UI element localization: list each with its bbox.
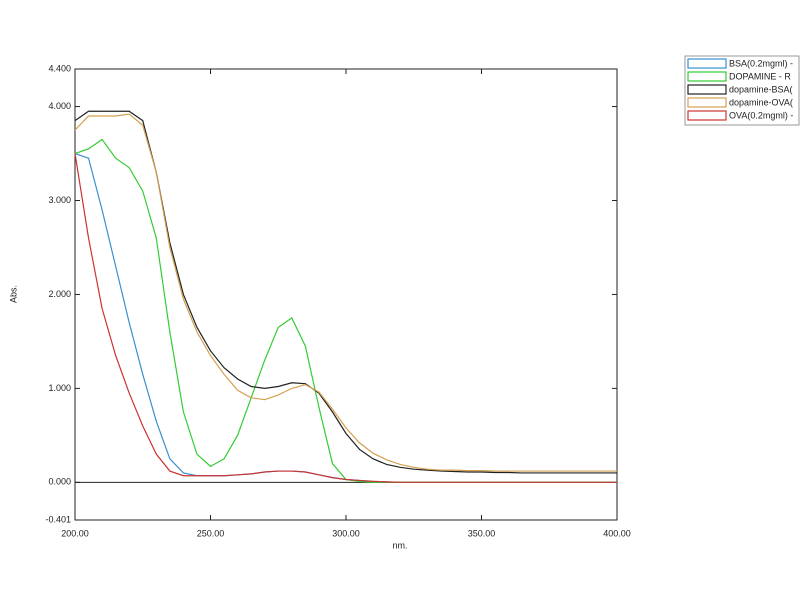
- y-axis-label: Abs.: [8, 285, 18, 303]
- legend-swatch: [687, 97, 727, 108]
- series-line: [74, 110, 617, 474]
- y-tick-label: 3.000: [48, 195, 71, 205]
- x-axis-label: nm.: [392, 540, 407, 550]
- x-tick-label: 250.00: [197, 528, 225, 538]
- legend-label: OVA(0.2mgml) -: [729, 110, 793, 120]
- x-tick-label: 200.00: [61, 528, 89, 538]
- series-line: [74, 153, 617, 483]
- legend: BSA(0.2mgml) - DOPAMINE - R dopamine-BSA( d…: [684, 55, 800, 126]
- legend-label: dopamine-BSA(: [729, 84, 793, 94]
- y-tick-label: -0.401: [45, 514, 71, 524]
- y-tick-label: 4.400: [48, 63, 71, 73]
- legend-label: BSA(0.2mgml) -: [729, 58, 793, 68]
- y-tick-label: 0.000: [48, 477, 71, 487]
- x-tick-label: 300.00: [332, 528, 360, 538]
- legend-label: DOPAMINE - R: [729, 71, 791, 81]
- x-tick-label: 350.00: [468, 528, 496, 538]
- x-tick-label: 400.00: [603, 528, 631, 538]
- legend-swatch: [687, 58, 727, 69]
- series-line: [74, 138, 617, 483]
- legend-label: dopamine-OVA(: [729, 97, 793, 107]
- legend-swatch: [687, 71, 727, 82]
- y-tick-label: 1.000: [48, 383, 71, 393]
- plot-frame: [74, 68, 618, 521]
- y-tick-label: 2.000: [48, 289, 71, 299]
- y-tick-label: 4.000: [48, 101, 71, 111]
- series-line: [74, 113, 617, 472]
- legend-swatch: [687, 110, 727, 121]
- legend-swatch: [687, 84, 727, 95]
